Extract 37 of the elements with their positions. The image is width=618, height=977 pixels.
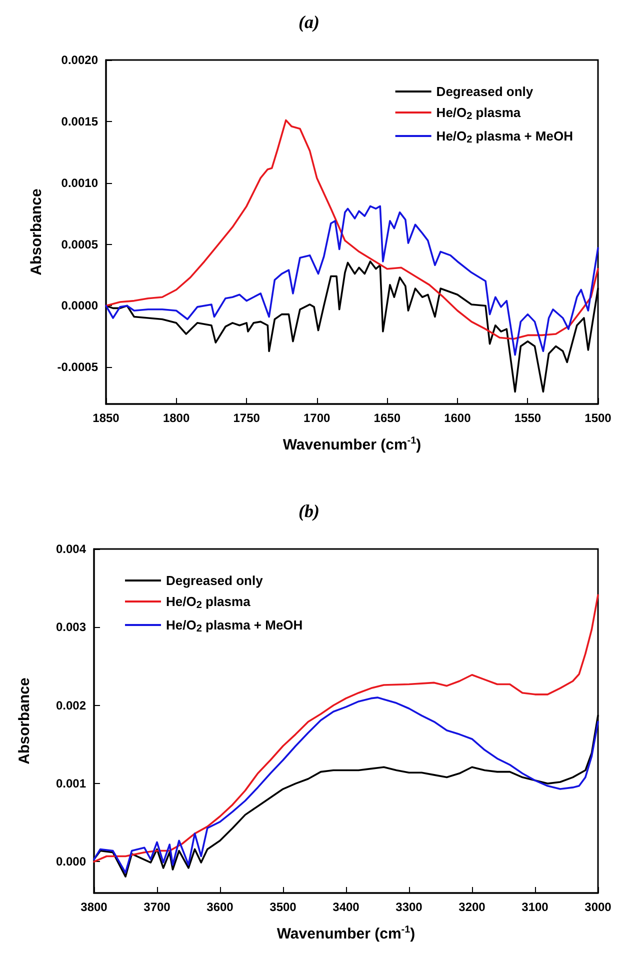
line-series — [105, 119, 599, 340]
legend-label: Degreased only — [436, 84, 534, 99]
y-tick-label: 0.0000 — [61, 298, 98, 313]
y-tick-label: 0.003 — [56, 620, 86, 634]
x-tick-label: 3800 — [80, 900, 108, 914]
x-tick-label: 1600 — [444, 411, 472, 425]
y-tick-label: 0.0010 — [61, 176, 98, 190]
x-tick-label: 3600 — [206, 900, 234, 914]
y-tick-label: 0.001 — [56, 776, 86, 790]
x-tick-label: 3700 — [144, 900, 171, 914]
y-tick-label: -0.0005 — [57, 360, 98, 374]
legend-label: Degreased only — [166, 572, 264, 588]
x-tick-label: 3300 — [396, 900, 423, 914]
y-axis-title: Absorbance — [28, 188, 45, 276]
x-tick-label: 1650 — [374, 411, 401, 425]
line-series — [93, 594, 599, 862]
x-tick-label: 1850 — [92, 411, 120, 425]
line-series — [105, 205, 599, 356]
y-tick-label: 0.004 — [56, 542, 86, 556]
x-tick-label: 3100 — [522, 900, 549, 914]
x-tick-label: 1750 — [233, 411, 260, 425]
y-axis-title: Absorbance — [16, 677, 33, 764]
y-tick-label: 0.000 — [56, 854, 86, 868]
x-tick-label: 3200 — [458, 900, 486, 914]
y-tick-label: 0.0020 — [61, 53, 98, 67]
y-tick-label: 0.002 — [56, 698, 86, 712]
x-tick-label: 3500 — [270, 900, 297, 914]
chart-title: (b) — [298, 500, 320, 520]
x-tick-label: 1500 — [584, 411, 612, 425]
y-tick-label: 0.0005 — [61, 237, 98, 252]
x-tick-label: 1800 — [162, 411, 190, 425]
x-tick-label: 1550 — [514, 411, 542, 425]
x-tick-label: 1700 — [304, 411, 331, 425]
chart-title: (a) — [298, 12, 320, 32]
x-tick-label: 3400 — [332, 900, 360, 914]
x-tick-label: 3000 — [584, 900, 612, 914]
y-tick-label: 0.0015 — [61, 114, 98, 128]
